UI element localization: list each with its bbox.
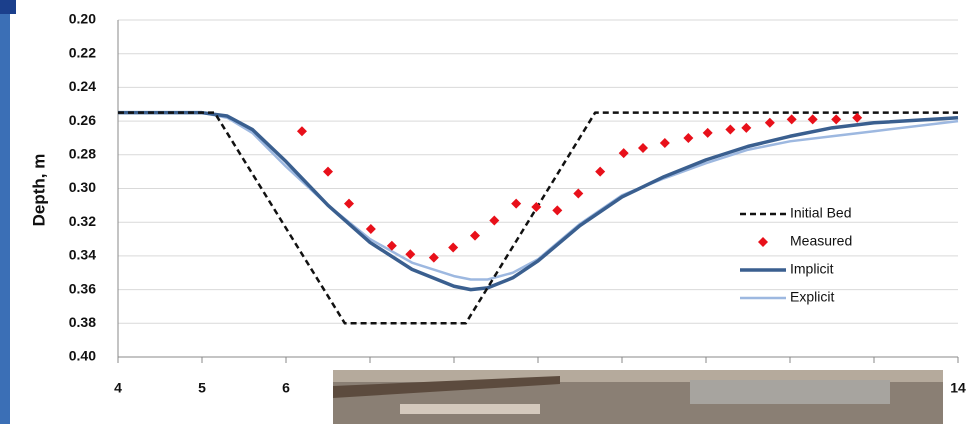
slide-edge <box>0 0 10 424</box>
data-point <box>638 143 648 154</box>
series-line <box>118 111 959 281</box>
data-point <box>786 114 797 125</box>
legend-marker <box>758 237 768 247</box>
y-tick-label: 0.32 <box>69 213 96 229</box>
series-line <box>118 111 958 325</box>
data-point <box>764 117 775 128</box>
data-point <box>725 124 736 135</box>
y-tick-label: 0.22 <box>69 44 96 60</box>
y-axis-label: Depth, m <box>29 154 48 227</box>
data-point <box>323 166 333 177</box>
photo-beam <box>333 376 560 398</box>
series-line <box>118 110 959 292</box>
photo-band <box>333 370 943 382</box>
y-tick-label: 0.28 <box>69 146 96 162</box>
data-point <box>741 122 752 133</box>
data-point <box>573 188 584 199</box>
y-tick-label: 0.26 <box>69 112 96 128</box>
data-point <box>659 138 670 149</box>
legend-label: Measured <box>790 233 852 249</box>
y-tick-label: 0.36 <box>69 280 96 296</box>
x-tick-label: 5 <box>198 380 206 396</box>
data-point <box>386 240 397 251</box>
y-tick-label: 0.30 <box>69 179 96 195</box>
y-tick-label: 0.20 <box>69 11 96 27</box>
data-point <box>683 132 694 143</box>
legend-label: Initial Bed <box>790 205 851 221</box>
data-point <box>365 223 376 234</box>
x-tick-label: 4 <box>114 380 122 396</box>
data-point <box>296 126 307 137</box>
data-point <box>807 114 818 125</box>
slide-corner <box>0 0 16 14</box>
photo-light <box>690 380 890 404</box>
x-tick-label: 6 <box>282 380 290 396</box>
y-tick-label: 0.38 <box>69 314 96 330</box>
data-point <box>470 230 480 241</box>
data-point <box>552 205 563 216</box>
data-point <box>489 215 500 226</box>
y-tick-label: 0.34 <box>69 247 96 263</box>
data-point <box>852 112 863 123</box>
data-point <box>405 249 416 260</box>
data-point <box>531 202 542 213</box>
data-point <box>344 198 354 209</box>
y-tick-label: 0.24 <box>69 78 96 94</box>
photo-light <box>400 404 540 414</box>
data-point <box>595 166 606 177</box>
legend-label: Implicit <box>790 261 834 277</box>
data-point <box>702 127 713 138</box>
data-point <box>448 242 459 253</box>
legend-label: Explicit <box>790 289 834 305</box>
data-point <box>618 148 629 159</box>
y-tick-label: 0.40 <box>69 348 96 364</box>
x-tick-label: 14 <box>950 380 966 396</box>
data-point <box>511 198 522 209</box>
data-point <box>428 252 439 263</box>
data-point <box>831 114 842 125</box>
